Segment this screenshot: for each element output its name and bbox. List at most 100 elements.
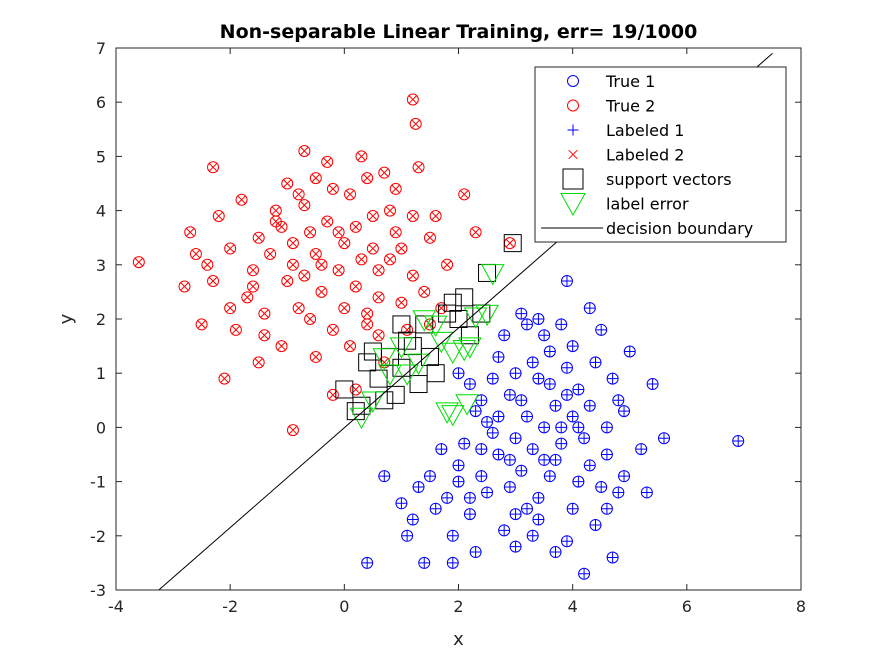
true-2-point: [326, 388, 339, 401]
support-vector: [455, 288, 474, 307]
labeled-1-point: [595, 324, 607, 336]
y-tick-label: 3: [96, 256, 106, 275]
true-2-point: [269, 204, 282, 217]
legend-label: support vectors: [606, 170, 732, 189]
labeled-2-point: [254, 233, 264, 243]
true-2-point: [389, 182, 402, 195]
labeled-2-point: [340, 238, 349, 248]
labeled-1-point: [510, 541, 522, 553]
labeled-2-point: [411, 119, 421, 129]
support-vector: [392, 315, 411, 334]
labeled-1-point: [378, 470, 390, 482]
labeled-2-point: [374, 293, 383, 302]
legend-entry-labeled2: Labeled 2: [568, 146, 684, 165]
true-2-point: [349, 280, 362, 293]
labeled-2-point: [271, 206, 281, 215]
labeled-2-point: [345, 341, 355, 351]
labeled-1-point: [658, 432, 670, 444]
labeled-2-point: [300, 271, 309, 280]
labeled-1-point: [641, 486, 653, 498]
true-2-point: [332, 226, 345, 239]
labeled-2-point: [408, 211, 418, 221]
true-2-point: [224, 242, 237, 255]
labeled-1-point: [504, 389, 516, 401]
labeled-2-point: [328, 184, 338, 194]
labeled-2-point: [300, 146, 309, 156]
labeled-2-point: [237, 195, 246, 205]
labeled-2-point: [220, 374, 229, 383]
labeled-1-point: [504, 454, 516, 466]
labeled-2-point: [322, 217, 332, 226]
labeled-2-point: [471, 227, 480, 237]
labeled-2-point: [203, 260, 212, 270]
labeled-1-point: [578, 568, 590, 580]
labeled-1-point: [561, 275, 573, 287]
labeled-2-point: [242, 293, 252, 302]
labeled-1-point: [584, 400, 596, 412]
labeled-1-point: [618, 470, 630, 482]
true-2-point: [247, 264, 259, 277]
labeled-1-point: [527, 443, 539, 455]
legend-label: Labeled 2: [606, 146, 684, 165]
labeled-1-point: [561, 389, 573, 401]
labeled-1-point: [578, 432, 590, 444]
true-2-point: [423, 231, 436, 244]
true-2-point: [247, 280, 259, 293]
labeled-1-point: [498, 524, 510, 536]
y-tick-label: 2: [96, 310, 106, 329]
labeled-1-point: [590, 356, 601, 368]
labeled-1-point: [470, 405, 482, 417]
label-error-marker: [435, 402, 459, 424]
labeled-2-point: [300, 200, 309, 210]
labeled-1-point: [521, 318, 533, 330]
labeled-2-point: [408, 271, 418, 280]
labeled-1-point: [464, 378, 476, 390]
labeled-2-point: [379, 168, 389, 177]
x-tick-label: 4: [568, 597, 578, 616]
x-tick-label: 2: [453, 597, 463, 616]
legend-box: [534, 66, 787, 243]
true-2-point: [326, 323, 339, 336]
y-tick-label: 4: [96, 202, 106, 221]
true-2-point: [309, 172, 322, 185]
labeled-1-point: [515, 308, 527, 320]
true-2-point: [286, 424, 299, 437]
labeled-1-point: [453, 476, 464, 488]
support-vector: [398, 331, 417, 350]
true-2-point: [235, 193, 248, 206]
labeled-2-point: [362, 173, 372, 183]
plot-marks: [132, 53, 773, 590]
axis-ticks: -4 -2 0 2 4 6 8 -3 -2 -1 0 1 2 3 4 5 6 7: [90, 39, 806, 616]
legend-marker-labeled-1: [567, 124, 579, 136]
legend-entry-err: label error: [560, 193, 689, 217]
labeled-1-point: [475, 394, 487, 406]
labeled-2-point: [317, 260, 326, 270]
labeled-1-point: [595, 481, 607, 493]
labeled-1-point: [612, 394, 624, 406]
labeled-1-point: [567, 503, 579, 515]
labeled-2-point: [328, 325, 338, 335]
labeled-2-point: [288, 425, 298, 435]
labeled-2-point: [208, 162, 218, 172]
labeled-1-point: [590, 519, 601, 531]
labeled-1-point: [407, 514, 419, 526]
labeled-1-point: [453, 367, 464, 379]
x-tick-label: 0: [339, 597, 349, 616]
legend-marker-label-error: [560, 193, 586, 217]
support-vector: [409, 375, 428, 394]
labeled-1-point: [618, 405, 630, 417]
labeled-1-point: [561, 362, 573, 374]
true-2-point: [298, 269, 311, 282]
labeled-1-point: [521, 411, 533, 423]
support-vector: [363, 342, 382, 361]
labeled-1-point: [361, 557, 373, 569]
support-vector: [386, 385, 405, 404]
labeled-1-point: [510, 508, 522, 520]
true-2-point: [409, 117, 422, 130]
labeled-2-point: [368, 244, 378, 253]
true-2-point: [281, 275, 294, 288]
label-error-marker: [480, 264, 505, 286]
legend-entry-labeled1: Labeled 1: [567, 121, 684, 140]
labeled-2-point: [311, 249, 321, 259]
labeled-2-point: [340, 303, 349, 313]
